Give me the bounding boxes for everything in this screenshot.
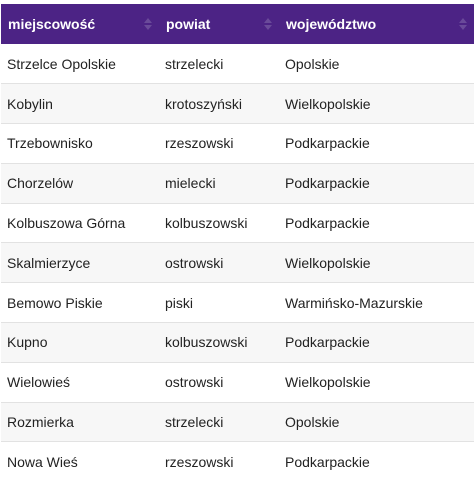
header-row: miejscowość powiat województwo: [1, 4, 474, 44]
cell-powiat: ostrowski: [165, 374, 224, 391]
table-row: Rozmierka strzelecki Opolskie: [1, 402, 474, 442]
table-row: Trzebownisko rzeszowski Podkarpackie: [1, 123, 474, 164]
cell-miejscowosc: Trzebownisko: [7, 135, 93, 152]
cell-miejscowosc: Kupno: [7, 334, 48, 351]
cell-wojewodztwo: Podkarpackie: [285, 334, 370, 351]
cell-powiat: piski: [165, 294, 194, 311]
column-header-powiat[interactable]: powiat: [159, 4, 279, 44]
cell-wojewodztwo: Warmińsko-Mazurskie: [285, 294, 423, 311]
cell-wojewodztwo: Wielkopolskie: [285, 254, 371, 271]
table-row: Kupno kolbuszowski Podkarpackie: [1, 322, 474, 363]
locations-table: miejscowość powiat województwo Strzelce …: [1, 4, 474, 482]
column-header-label: miejscowość: [8, 16, 96, 32]
cell-powiat: ostrowski: [165, 254, 224, 271]
cell-powiat: kolbuszowski: [165, 334, 248, 351]
table-row: Skalmierzyce ostrowski Wielkopolskie: [1, 242, 474, 283]
cell-wojewodztwo: Opolskie: [285, 414, 340, 431]
cell-miejscowosc: Bemowo Piskie: [7, 294, 103, 311]
cell-powiat: mielecki: [165, 175, 216, 192]
cell-miejscowosc: Rozmierka: [7, 414, 74, 431]
sort-icon[interactable]: [459, 18, 467, 30]
cell-wojewodztwo: Podkarpackie: [285, 135, 370, 152]
column-header-miejscowosc[interactable]: miejscowość: [1, 4, 159, 44]
table-header: miejscowość powiat województwo: [1, 4, 474, 44]
table-body: Strzelce Opolskie strzelecki Opolskie Kobyl…: [1, 44, 474, 482]
table-row: Kolbuszowa Górna kolbuszowski Podkarpackie: [1, 203, 474, 243]
cell-miejscowosc: Strzelce Opolskie: [7, 55, 116, 72]
cell-powiat: strzelecki: [165, 55, 224, 72]
cell-wojewodztwo: Wielkopolskie: [285, 95, 371, 112]
cell-miejscowosc: Wielowieś: [7, 374, 71, 391]
cell-powiat: rzeszowski: [165, 454, 234, 471]
cell-wojewodztwo: Podkarpackie: [285, 454, 370, 471]
cell-powiat: kolbuszowski: [165, 215, 248, 232]
table-row: Kobylin krotoszyński Wielkopolskie: [1, 83, 474, 124]
column-header-wojewodztwo[interactable]: województwo: [279, 4, 474, 44]
table-row: Nowa Wieś rzeszowski Podkarpackie: [1, 441, 474, 482]
sort-icon[interactable]: [264, 18, 272, 30]
cell-powiat: rzeszowski: [165, 135, 234, 152]
cell-wojewodztwo: Podkarpackie: [285, 215, 370, 232]
cell-miejscowosc: Kolbuszowa Górna: [7, 215, 126, 232]
table-row: Chorzelów mielecki Podkarpackie: [1, 163, 474, 204]
cell-miejscowosc: Skalmierzyce: [7, 254, 91, 271]
cell-miejscowosc: Nowa Wieś: [7, 454, 78, 471]
cell-wojewodztwo: Wielkopolskie: [285, 374, 371, 391]
cell-wojewodztwo: Podkarpackie: [285, 175, 370, 192]
cell-miejscowosc: Chorzelów: [7, 175, 74, 192]
cell-powiat: strzelecki: [165, 414, 224, 431]
column-header-label: powiat: [166, 16, 211, 32]
column-header-label: województwo: [286, 16, 377, 32]
cell-wojewodztwo: Opolskie: [285, 55, 340, 72]
cell-miejscowosc: Kobylin: [7, 95, 53, 112]
table-row: Strzelce Opolskie strzelecki Opolskie: [1, 44, 474, 84]
table-row: Wielowieś ostrowski Wielkopolskie: [1, 362, 474, 403]
cell-powiat: krotoszyński: [165, 95, 243, 112]
sort-icon[interactable]: [144, 18, 152, 30]
table-row: Bemowo Piskie piski Warmińsko-Mazurskie: [1, 282, 474, 323]
